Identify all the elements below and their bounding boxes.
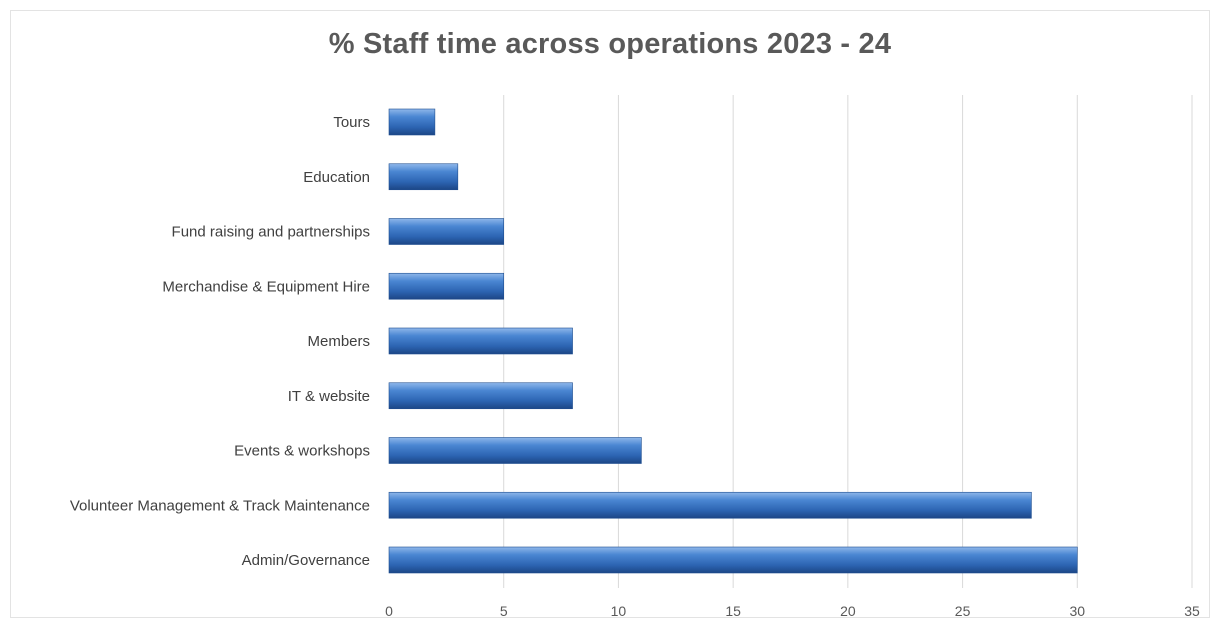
category-label: IT & website (288, 388, 370, 405)
bar (388, 437, 642, 464)
category-label: Merchandise & Equipment Hire (162, 278, 370, 295)
x-tick-label: 35 (1184, 603, 1200, 619)
x-tick-label: 20 (840, 603, 856, 619)
x-tick-label: 5 (500, 603, 508, 619)
bar (388, 546, 1078, 574)
x-tick-label: 15 (725, 603, 741, 619)
x-tick-label: 10 (611, 603, 627, 619)
category-label: Admin/Governance (242, 552, 370, 569)
category-label: Volunteer Management & Track Maintenance (70, 497, 370, 514)
x-tick-label: 30 (1069, 603, 1085, 619)
bar (388, 327, 573, 355)
bar (388, 218, 505, 245)
category-label: Education (303, 169, 370, 186)
bar (388, 272, 505, 300)
x-tick-label: 0 (385, 603, 393, 619)
chart-title: % Staff time across operations 2023 - 24 (328, 28, 892, 60)
bar (388, 108, 436, 136)
category-label: Tours (333, 114, 370, 131)
category-label: Fund raising and partnerships (172, 224, 370, 241)
category-label: Members (307, 333, 370, 350)
x-tick-label: 25 (955, 603, 971, 619)
bar (388, 163, 459, 191)
category-label: Events & workshops (234, 443, 370, 460)
bar (388, 382, 573, 410)
bar (388, 491, 1032, 519)
